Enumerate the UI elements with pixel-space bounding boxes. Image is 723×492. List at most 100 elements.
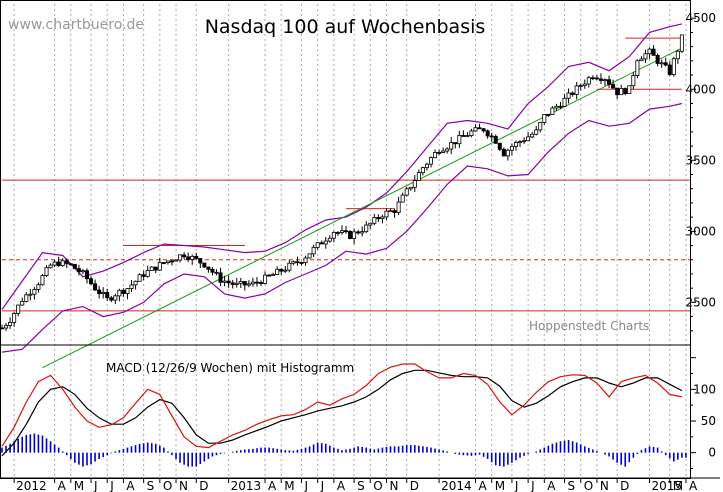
candle-body-165: [667, 64, 672, 75]
candle-body-136: [550, 107, 555, 115]
candle-body-98: [396, 201, 401, 213]
candle-body-147: [594, 77, 599, 80]
y-tick-label-1: 3000: [685, 224, 716, 238]
x-tick-label-28: N: [600, 479, 609, 492]
x-tick-label-4: J: [109, 479, 114, 492]
candle-body-91: [368, 222, 373, 226]
candle-body-36: [145, 270, 150, 277]
candle-body-160: [647, 48, 652, 55]
candle-body-22: [89, 278, 94, 285]
candle-body-117: [473, 127, 478, 132]
x-tick-label-30: 2015: [652, 479, 683, 492]
candle-body-135: [546, 114, 551, 116]
candle-body-20: [80, 270, 85, 273]
candle-body-12: [48, 264, 53, 269]
candle-body-49: [198, 258, 203, 264]
candle-body-40: [161, 262, 166, 264]
candle-body-85: [343, 230, 348, 233]
candle-body-11: [44, 267, 49, 276]
candle-body-144: [582, 83, 587, 86]
candle-body-52: [210, 268, 215, 273]
x-tick-label-17: O: [373, 479, 382, 492]
candle-body-57: [230, 282, 235, 285]
candle-body-3: [12, 313, 17, 323]
x-tick-label-21: A: [479, 479, 488, 492]
candle-body-107: [433, 151, 438, 159]
candle-body-159: [643, 53, 648, 60]
candle-body-129: [522, 140, 527, 143]
x-tick-label-22: M: [495, 479, 505, 492]
candle-body-146: [590, 77, 595, 80]
x-tick-label-29: D: [620, 479, 629, 492]
candle-body-81: [327, 237, 332, 242]
candle-body-7: [28, 293, 33, 296]
x-tick-label-13: J: [303, 479, 308, 492]
candle-body-92: [372, 216, 377, 224]
candle-body-94: [380, 216, 385, 220]
candle-body-134: [542, 114, 547, 123]
candle-body-55: [222, 280, 227, 283]
candle-body-43: [174, 259, 179, 262]
candle-body-56: [226, 280, 231, 284]
candle-body-99: [400, 194, 405, 203]
candle-body-96: [388, 210, 393, 213]
candle-body-166: [671, 58, 676, 75]
price-panel: www.chartbuero.de Nasdaq 100 auf Wochenb…: [0, 16, 690, 369]
candle-body-138: [558, 105, 563, 108]
candle-body-64: [259, 282, 264, 284]
candle-body-47: [190, 255, 195, 260]
x-tick-label-26: S: [568, 479, 576, 492]
lower-band-line: [1, 102, 683, 353]
x-tick-label-14: J: [320, 479, 325, 492]
macd-tick-label-0: 100: [693, 382, 716, 396]
gridlines: [13, 4, 687, 478]
candle-body-14: [56, 261, 61, 266]
candle-body-61: [246, 283, 251, 286]
x-tick-label-15: A: [337, 479, 346, 492]
candle-body-78: [315, 242, 320, 248]
x-tick-label-32: A: [689, 479, 698, 492]
candle-body-137: [554, 105, 559, 109]
candle-body-133: [538, 122, 543, 131]
candle-body-123: [497, 142, 502, 150]
candle-body-155: [627, 85, 632, 95]
x-tick-label-19: D: [410, 479, 419, 492]
candle-body-153: [619, 88, 624, 96]
chart-title: Nasdaq 100 auf Wochenbasis: [205, 16, 486, 38]
candle-body-72: [291, 261, 296, 264]
x-tick-label-25: A: [547, 479, 556, 492]
macd-lines: [1, 363, 683, 457]
y-axis-price: 2500 3000 3500 4000 4500: [685, 11, 716, 332]
candle-body-100: [404, 188, 409, 196]
candle-body-48: [194, 255, 199, 259]
candle-body-53: [214, 271, 219, 274]
candle-body-127: [513, 142, 518, 147]
candle-body-13: [52, 261, 57, 266]
candle-body-59: [238, 281, 243, 284]
candle-body-118: [477, 127, 482, 130]
candle-body-76: [307, 253, 312, 259]
candle-body-42: [169, 260, 174, 263]
x-tick-label-20: 2014: [441, 479, 472, 492]
signal-line: [1, 369, 683, 457]
candle-body-116: [469, 130, 474, 136]
y-tick-label-4: 4500: [685, 11, 716, 25]
candle-body-110: [445, 148, 450, 152]
candle-body-5: [20, 301, 25, 306]
candle-body-69: [279, 268, 284, 272]
candle-body-115: [465, 135, 470, 137]
candle-body-103: [416, 172, 421, 181]
x-tick-label-23: J: [514, 479, 519, 492]
candle-body-101: [408, 186, 413, 190]
candle-body-66: [267, 274, 272, 277]
candle-body-25: [101, 292, 106, 294]
watermark-text: www.chartbuero.de: [8, 17, 144, 33]
candle-body-19: [76, 268, 81, 273]
candle-body-142: [574, 85, 579, 95]
candle-body-4: [16, 304, 21, 314]
candle-body-26: [105, 292, 110, 299]
candle-body-21: [84, 270, 89, 280]
candle-body-2: [8, 322, 13, 326]
chart-frame: [0, 0, 720, 479]
candle-body-29: [117, 289, 122, 297]
